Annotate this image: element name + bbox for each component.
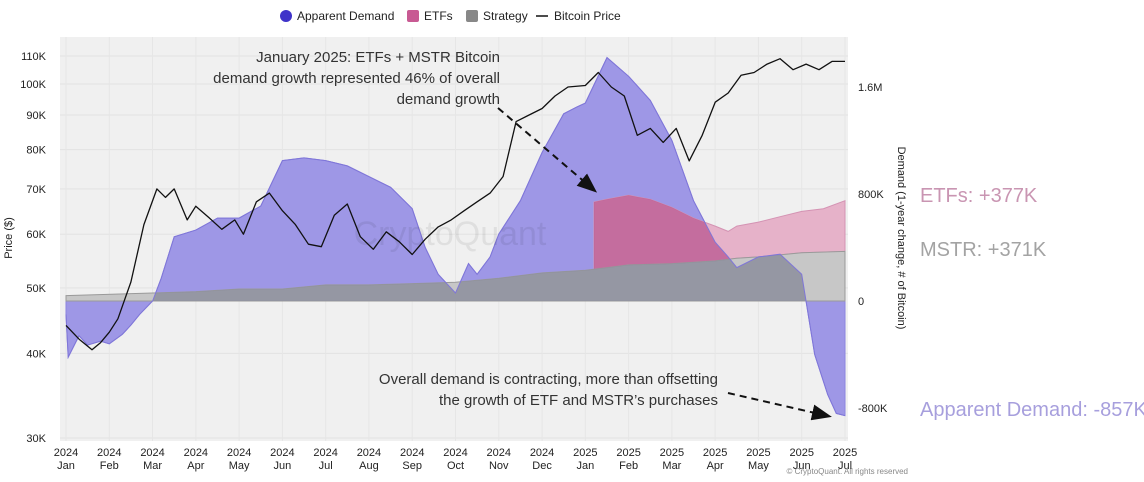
x-tick-month: May [748,460,769,472]
x-tick-month: Jul [838,460,852,472]
y-left-tick-label: 110K [21,51,47,63]
x-tick-month: Jun [793,460,811,472]
arrow-contracting [727,392,832,421]
x-tick-year: 2025 [789,447,813,459]
y-right-tick-label: 800K [858,189,884,201]
x-tick-year: 2024 [184,447,208,459]
watermark-text: CryptoQuant [354,215,547,253]
x-tick-month: Jul [319,460,333,472]
side-label-etf: ETFs: +377K [920,185,1038,207]
y-left-axis-title: Price ($) [3,217,15,259]
x-tick-month: Jan [57,460,75,472]
legend-swatch [466,10,478,22]
y-right-axis: 1.6M 800K 0 -800K [858,82,888,415]
x-tick-year: 2024 [443,447,467,459]
bitcoin-price-line [65,58,845,351]
x-tick-month: Aug [359,460,379,472]
x-tick-year: 2024 [227,447,251,459]
x-tick-month: Feb [100,460,119,472]
x-tick-month: Mar [662,460,681,472]
x-tick-year: 2024 [530,447,554,459]
y-left-tick-label: 40K [26,348,46,360]
x-tick-year: 2024 [357,447,381,459]
x-tick-year: 2024 [140,447,164,459]
x-tick-month: Dec [532,460,552,472]
x-tick-month: Mar [143,460,162,472]
y-left-tick-label: 90K [26,110,46,122]
y-right-tick-label: -800K [858,403,888,415]
x-tick-year: 2025 [833,447,857,459]
x-tick-month: May [229,460,250,472]
legend-label: Apparent Demand [297,9,394,23]
x-tick-year: 2024 [313,447,337,459]
series-bitcoin-price-line [65,58,845,351]
y-right-axis-title: Demand (1-year change, # of Bitcoin) [895,147,907,330]
x-tick-month: Oct [447,460,464,472]
x-tick-year: 2025 [660,447,684,459]
annotation-contracting: Overall demand is contracting, more than… [379,371,718,409]
data-areas [65,56,846,417]
x-tick-year: 2025 [573,447,597,459]
legend-label: ETFs [424,9,453,23]
y-left-tick-label: 50K [26,283,46,295]
y-right-tick-label: 0 [858,296,864,308]
x-tick-year: 2025 [746,447,770,459]
annotation-line: demand growth represented 46% of overall [213,70,500,87]
arrow-january [497,107,598,193]
y-right-tick-label: 1.6M [858,82,882,94]
x-tick-year: 2024 [270,447,294,459]
series-apparent-demand-outline [65,56,846,417]
y-left-axis: 110K 100K 90K 80K 70K 60K 50K 40K 30K [20,51,46,445]
legend-swatch [280,10,292,22]
y-left-tick-label: 70K [26,184,46,196]
x-tick-month: Nov [489,460,509,472]
x-tick-year: 2024 [400,447,424,459]
x-tick-year: 2025 [616,447,640,459]
x-tick-month: Sep [402,460,422,472]
legend-swatch [407,10,419,22]
x-tick-year: 2024 [54,447,78,459]
annotation-january: January 2025: ETFs + MSTR Bitcoin demand … [213,49,500,108]
y-left-tick-label: 60K [26,229,46,241]
annotation-line: demand growth [397,91,500,108]
legend-label: Strategy [483,9,528,23]
x-tick-month: Jan [576,460,594,472]
annotation-line: the growth of ETF and MSTR’s purchases [439,392,718,409]
annotation-line: January 2025: ETFs + MSTR Bitcoin [256,49,500,66]
x-tick-year: 2024 [97,447,121,459]
x-axis: 2024Jan2024Feb2024Mar2024Apr2024May2024J… [54,447,857,472]
side-label-apparent: Apparent Demand: -857K [920,399,1144,421]
x-tick-month: Feb [619,460,638,472]
x-tick-month: Jun [274,460,292,472]
side-label-mstr: MSTR: +371K [920,239,1047,261]
legend: Apparent Demand ETFs Strategy Bitcoin Price [280,9,621,23]
annotation-line: Overall demand is contracting, more than… [379,371,718,388]
footer-copyright: © CryptoQuant. All rights reserved [787,467,909,476]
y-left-tick-label: 30K [26,433,46,445]
x-tick-year: 2025 [703,447,727,459]
legend-label: Bitcoin Price [554,9,621,23]
series-strategy-overlap [66,251,845,301]
x-tick-year: 2024 [487,447,511,459]
y-left-tick-label: 80K [26,145,46,157]
x-tick-month: Apr [707,460,724,472]
y-left-tick-label: 100K [20,79,46,91]
x-tick-month: Apr [187,460,204,472]
